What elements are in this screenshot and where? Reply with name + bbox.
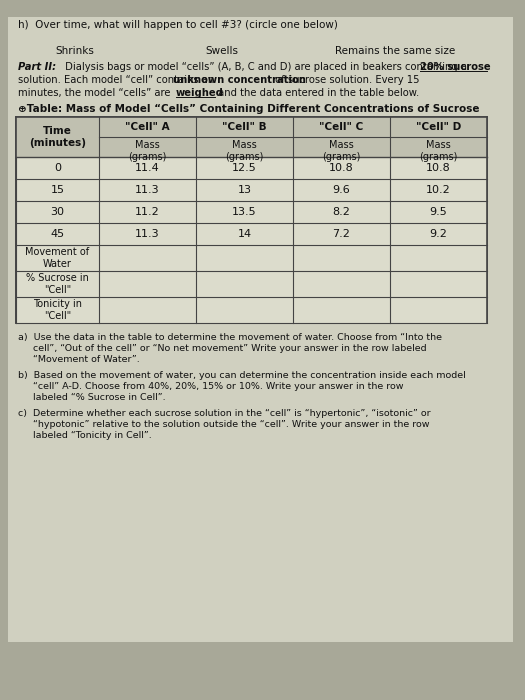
Bar [293, 223, 390, 245]
Bar [16, 117, 99, 157]
Text: “cell” A-D. Choose from 40%, 20%, 15% or 10%. Write your answer in the row: “cell” A-D. Choose from 40%, 20%, 15% or… [18, 382, 404, 391]
Text: Dialysis bags or model “cells” (A, B, C and D) are placed in beakers containing : Dialysis bags or model “cells” (A, B, C … [62, 62, 470, 72]
Bar [196, 157, 293, 179]
Text: “Movement of Water”.: “Movement of Water”. [18, 355, 140, 364]
Text: 13.5: 13.5 [232, 207, 257, 217]
Bar [16, 179, 99, 201]
Bar [99, 297, 196, 323]
Bar [390, 179, 487, 201]
Bar [16, 117, 487, 323]
Text: Part II:: Part II: [18, 62, 56, 72]
Text: weighed: weighed [176, 88, 224, 98]
Text: Remains the same size: Remains the same size [335, 46, 455, 56]
Text: Mass
(grams): Mass (grams) [128, 140, 167, 162]
Text: Time
(minutes): Time (minutes) [29, 126, 86, 148]
Text: 12.5: 12.5 [232, 163, 257, 173]
Bar [16, 271, 99, 297]
Text: ⊕Table: Mass of Model “Cells” Containing Different Concentrations of Sucrose: ⊕Table: Mass of Model “Cells” Containing… [18, 104, 479, 114]
Text: labeled “Tonicity in Cell”.: labeled “Tonicity in Cell”. [18, 431, 152, 440]
Text: "Cell" B: "Cell" B [222, 122, 267, 132]
Text: Movement of
Water: Movement of Water [25, 247, 90, 269]
Bar [99, 245, 196, 271]
Bar [99, 117, 196, 157]
Bar [16, 297, 99, 323]
Text: Swells: Swells [205, 46, 238, 56]
Text: Mass
(grams): Mass (grams) [322, 140, 361, 162]
Text: “hypotonic” relative to the solution outside the “cell”. Write your answer in th: “hypotonic” relative to the solution out… [18, 420, 429, 429]
Bar [196, 201, 293, 223]
Text: 11.3: 11.3 [135, 229, 160, 239]
Bar [293, 179, 390, 201]
Bar [390, 297, 487, 323]
Text: 14: 14 [237, 229, 251, 239]
Bar [196, 223, 293, 245]
Bar [99, 223, 196, 245]
Text: 20% sucrose: 20% sucrose [420, 62, 491, 72]
Bar [390, 201, 487, 223]
Text: "Cell" D: "Cell" D [416, 122, 461, 132]
Bar [8, 17, 513, 642]
Text: 15: 15 [50, 185, 65, 195]
Bar [16, 223, 99, 245]
Text: and the data entered in the table below.: and the data entered in the table below. [215, 88, 419, 98]
Text: 9.2: 9.2 [429, 229, 447, 239]
Bar [196, 117, 293, 157]
Bar [293, 297, 390, 323]
Text: "Cell" A: "Cell" A [125, 122, 170, 132]
Text: 45: 45 [50, 229, 65, 239]
Bar [16, 157, 99, 179]
Text: 10.2: 10.2 [426, 185, 451, 195]
Bar [99, 201, 196, 223]
Text: % Sucrose in
"Cell": % Sucrose in "Cell" [26, 273, 89, 295]
Bar [196, 297, 293, 323]
Bar [99, 179, 196, 201]
Bar [99, 271, 196, 297]
Text: Shrinks: Shrinks [55, 46, 94, 56]
Text: "Cell" C: "Cell" C [319, 122, 364, 132]
Bar [293, 157, 390, 179]
Bar [390, 245, 487, 271]
Text: cell”, “Out of the cell” or “No net movement” Write your answer in the row label: cell”, “Out of the cell” or “No net move… [18, 344, 427, 353]
Bar [390, 117, 487, 157]
Bar [99, 157, 196, 179]
Bar [16, 245, 99, 271]
Bar [196, 271, 293, 297]
Text: 0: 0 [54, 163, 61, 173]
Text: 30: 30 [50, 207, 65, 217]
Text: unknown concentration: unknown concentration [173, 75, 306, 85]
Text: 9.5: 9.5 [429, 207, 447, 217]
Bar [196, 179, 293, 201]
Text: 11.4: 11.4 [135, 163, 160, 173]
Text: solution. Each model “cell” contains an: solution. Each model “cell” contains an [18, 75, 217, 85]
Bar [293, 201, 390, 223]
Text: h)  Over time, what will happen to cell #3? (circle one below): h) Over time, what will happen to cell #… [18, 20, 338, 30]
Text: of sucrose solution. Every 15: of sucrose solution. Every 15 [272, 75, 419, 85]
Text: 10.8: 10.8 [329, 163, 354, 173]
Bar [293, 245, 390, 271]
Text: b)  Based on the movement of water, you can determine the concentration inside e: b) Based on the movement of water, you c… [18, 371, 466, 380]
Text: 11.3: 11.3 [135, 185, 160, 195]
Bar [390, 157, 487, 179]
Text: 13: 13 [237, 185, 251, 195]
Text: Mass
(grams): Mass (grams) [419, 140, 458, 162]
Text: 9.6: 9.6 [333, 185, 350, 195]
Text: Tonicity in
"Cell": Tonicity in "Cell" [33, 299, 82, 321]
Text: a)  Use the data in the table to determine the movement of water. Choose from “I: a) Use the data in the table to determin… [18, 333, 442, 342]
Bar [16, 201, 99, 223]
Bar [293, 271, 390, 297]
Text: 11.2: 11.2 [135, 207, 160, 217]
Text: minutes, the model “cells” are: minutes, the model “cells” are [18, 88, 174, 98]
Text: labeled “% Sucrose in Cell”.: labeled “% Sucrose in Cell”. [18, 393, 165, 402]
Text: Mass
(grams): Mass (grams) [225, 140, 264, 162]
Text: 10.8: 10.8 [426, 163, 451, 173]
Text: c)  Determine whether each sucrose solution in the “cell” is “hypertonic”, “isot: c) Determine whether each sucrose soluti… [18, 409, 430, 418]
Bar [196, 245, 293, 271]
Bar [390, 271, 487, 297]
Bar [390, 223, 487, 245]
Text: 8.2: 8.2 [332, 207, 351, 217]
Text: 7.2: 7.2 [332, 229, 351, 239]
Bar [293, 117, 390, 157]
